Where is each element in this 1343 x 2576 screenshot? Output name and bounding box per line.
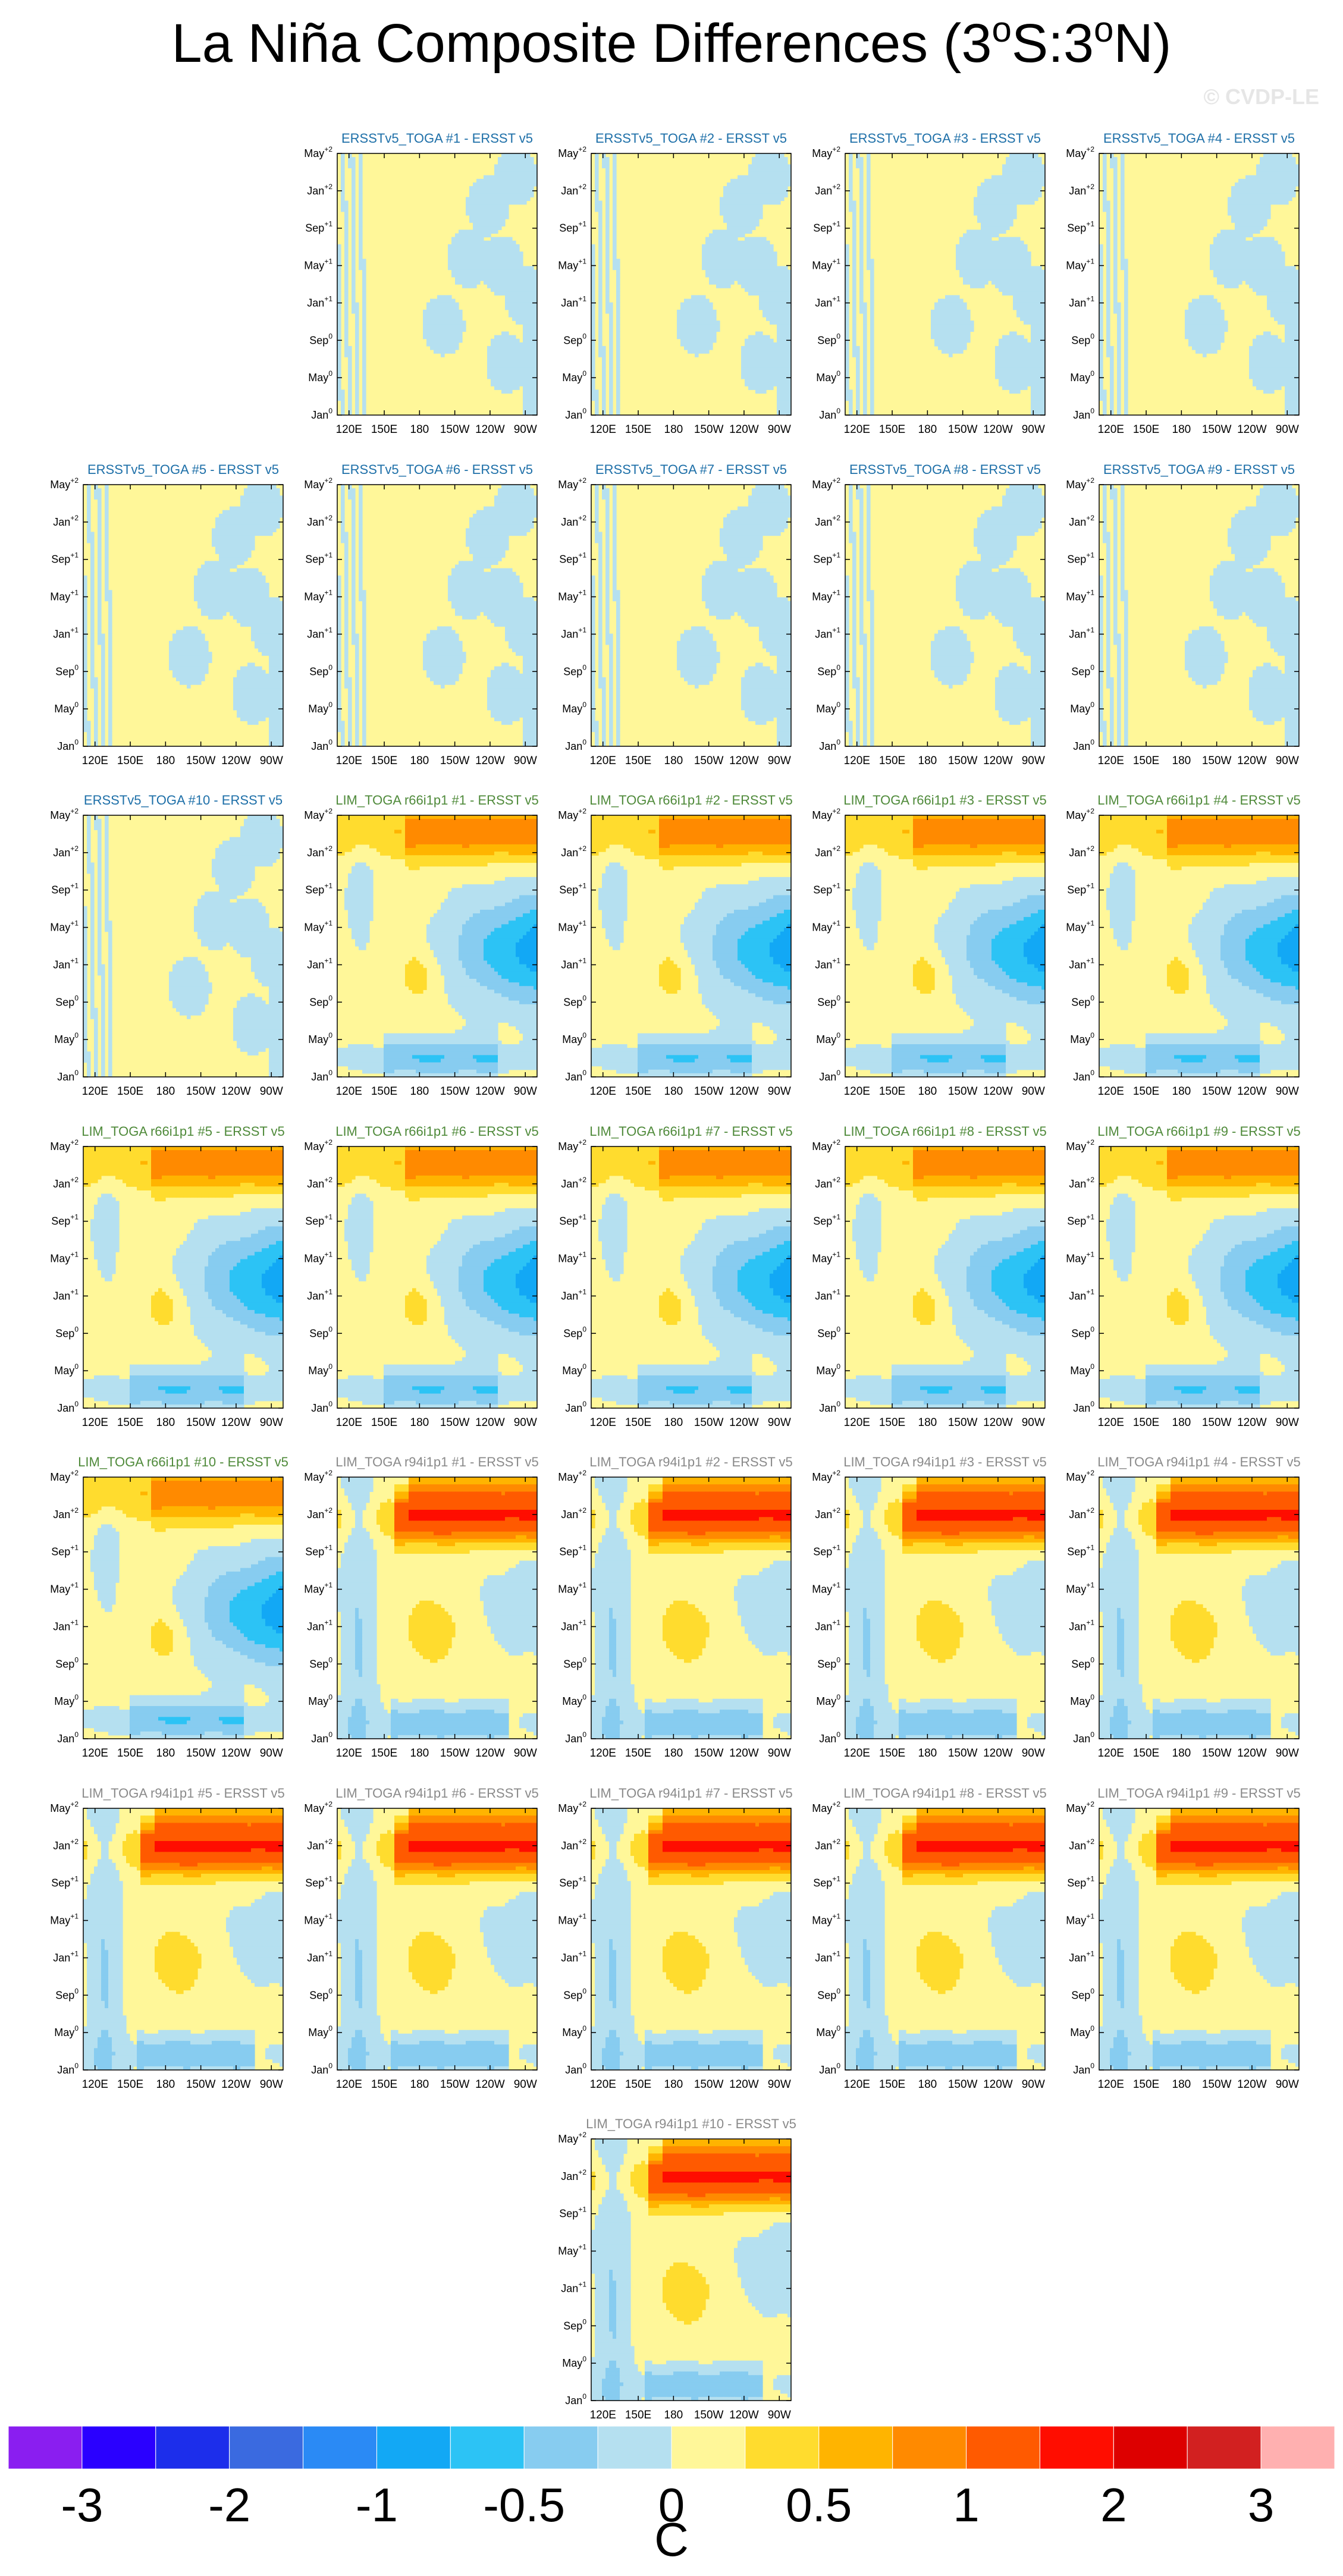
colorbar-swatch — [893, 2426, 967, 2469]
colorbar-swatch — [303, 2426, 377, 2469]
colorbar-swatch — [156, 2426, 230, 2469]
colorbar-swatch — [598, 2426, 671, 2469]
colorbar-swatch — [819, 2426, 893, 2469]
colorbar-swatch — [230, 2426, 303, 2469]
colorbar-swatch — [524, 2426, 598, 2469]
colorbar-swatch — [1040, 2426, 1113, 2469]
colorbar-swatch — [745, 2426, 819, 2469]
colorbar-swatch — [376, 2426, 450, 2469]
colorbar-swatch — [450, 2426, 524, 2469]
colorbar-swatch — [967, 2426, 1040, 2469]
colorbar-swatch — [8, 2426, 82, 2469]
colorbar-swatch — [1113, 2426, 1187, 2469]
colorbar-swatch — [1187, 2426, 1261, 2469]
colorbar-swatch — [671, 2426, 745, 2469]
colorbar-units: C — [0, 2513, 1343, 2566]
colorbar-swatch — [1261, 2426, 1335, 2469]
colorbar-swatch — [82, 2426, 156, 2469]
